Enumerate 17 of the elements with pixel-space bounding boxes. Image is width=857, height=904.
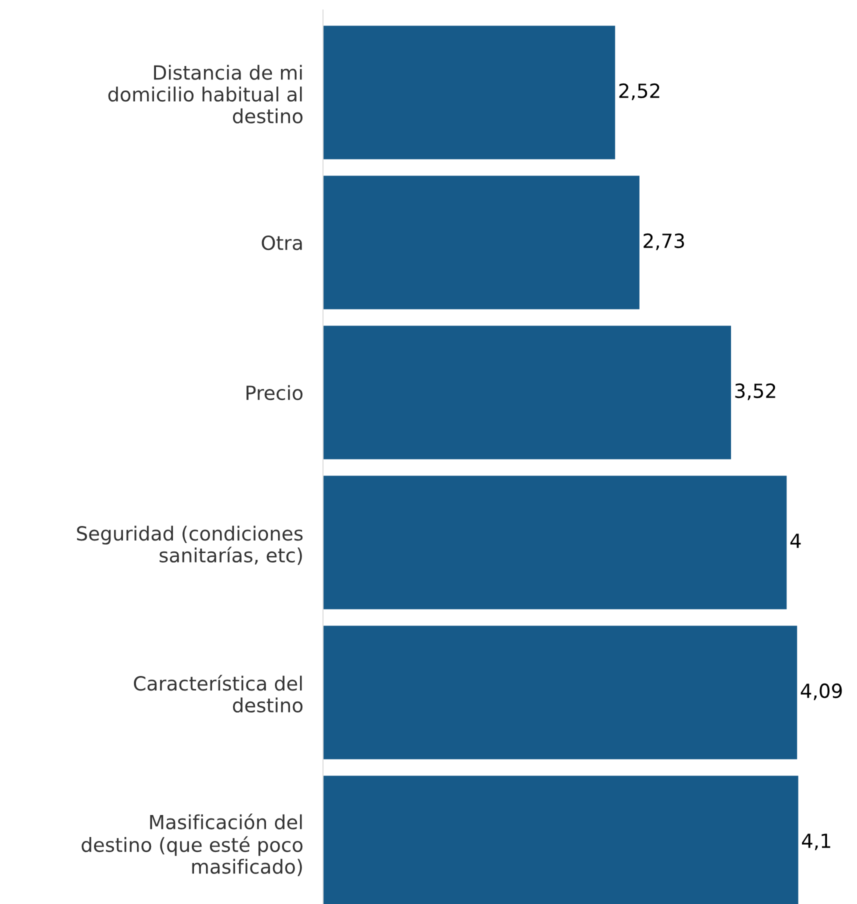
data-label: 4 [790,534,801,548]
bar [323,326,732,460]
y-tick-label: Distancia de mi domicilio habitual al destino [108,64,302,124]
y-tick-label: Característica del destino [134,674,302,713]
y-tick-label: Masificación del destino (que esté poco masificado) [82,814,302,876]
bar [323,26,616,160]
bar [323,176,640,310]
y-tick-label: Otra [262,235,302,250]
bar [323,626,798,760]
data-label: 4,1 [802,834,830,850]
data-label: 4,09 [800,683,842,700]
bar [323,476,787,610]
y-tick-label: Precio [246,385,302,400]
y-tick-label: Seguridad (condiciones sanitarías, etc) [77,526,303,565]
data-label: 2,52 [619,83,660,100]
data-label: 3,52 [735,383,776,400]
data-label: 2,73 [644,233,684,250]
